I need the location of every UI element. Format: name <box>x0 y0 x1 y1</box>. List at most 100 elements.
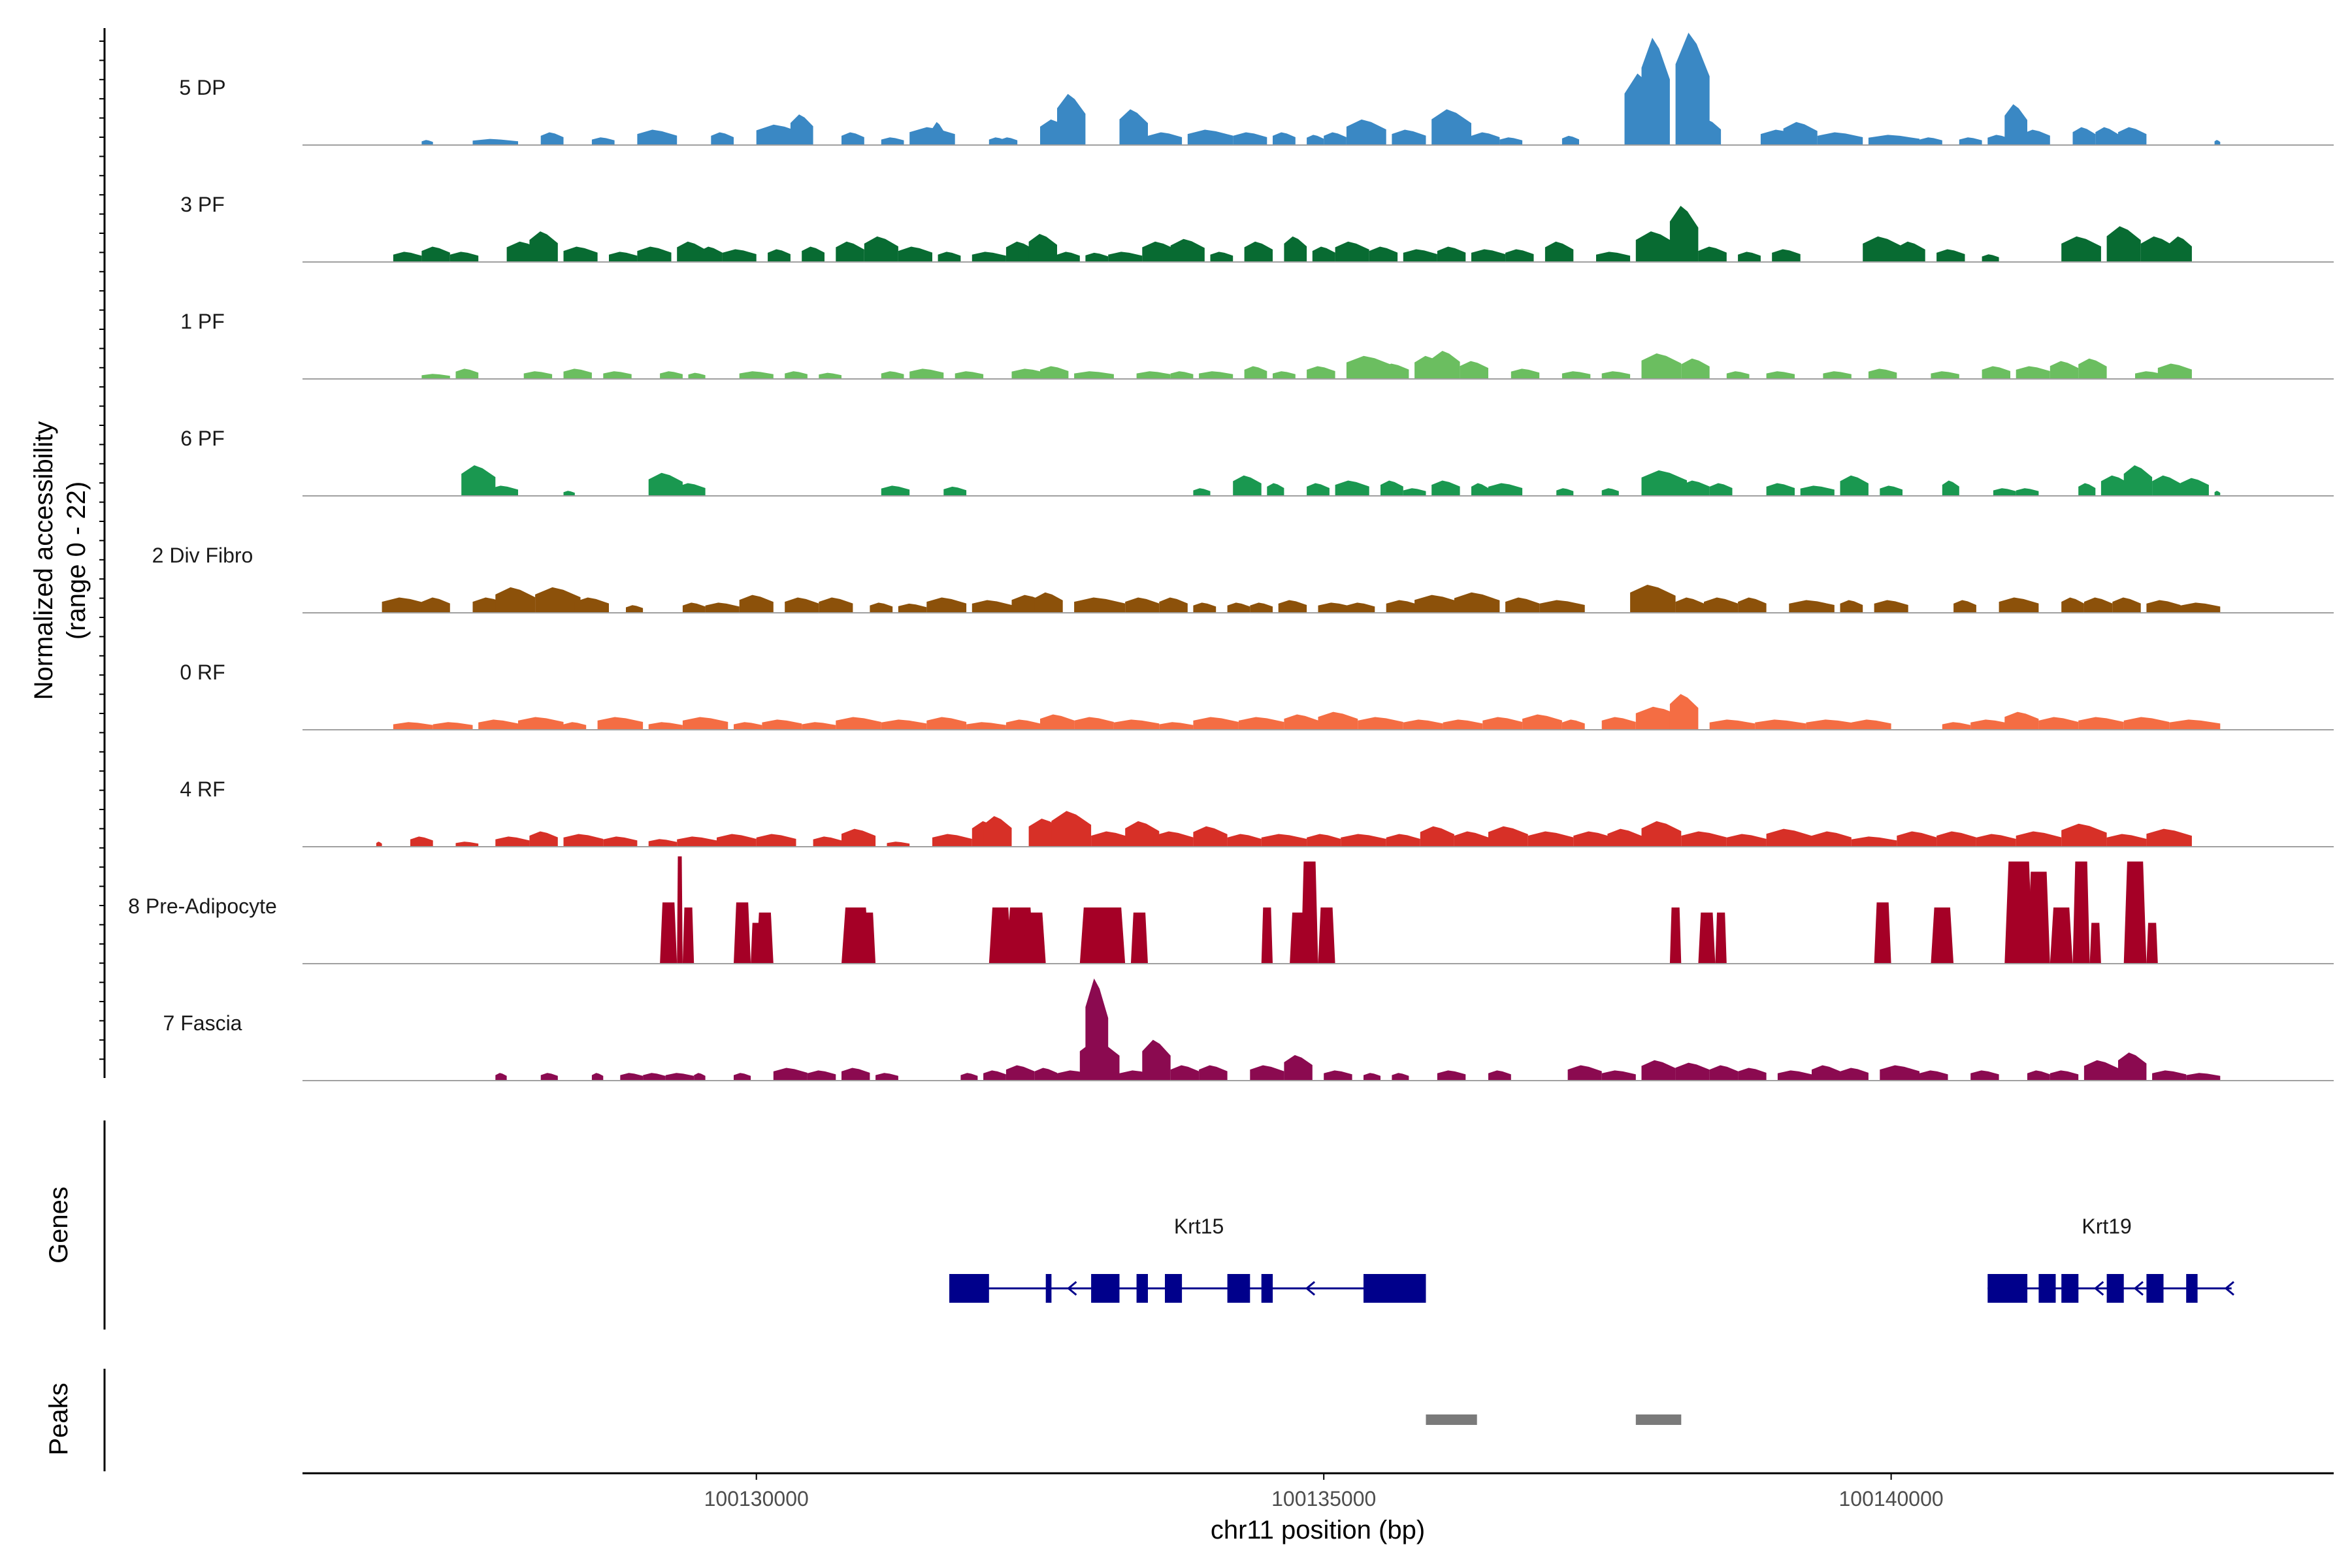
coverage-peak <box>768 249 791 262</box>
track-0-rf: 0 RF <box>180 661 2334 730</box>
coverage-peak <box>563 368 592 379</box>
coverage-peak <box>1091 831 1131 847</box>
coverage-peak <box>1596 252 1631 262</box>
coverage-peak <box>529 831 558 847</box>
coverage-peak <box>1454 592 1500 613</box>
coverage-peak <box>2061 236 2101 262</box>
coverage-peak <box>1119 109 1148 145</box>
strand-arrow <box>2133 1281 2144 1296</box>
x-tick-label: 100130000 <box>704 1487 809 1511</box>
coverage-peak <box>495 1073 507 1081</box>
coverage-peak <box>1993 488 2016 496</box>
coverage-peak <box>1273 371 1296 379</box>
coverage-peak <box>841 1068 870 1081</box>
track-label-0-rf: 0 RF <box>180 661 225 684</box>
coverage-peak <box>1005 1065 1035 1081</box>
coverage-peak <box>648 839 678 847</box>
coverage-peak <box>1210 252 1233 262</box>
coverage-peak <box>665 1073 694 1081</box>
coverage-peak <box>1851 836 1897 847</box>
coverage-peak <box>1380 363 1409 379</box>
track-6-pf: 6 PF <box>180 427 2334 497</box>
coverage-peak <box>2152 1070 2187 1081</box>
coverage-peak <box>773 1068 808 1081</box>
coverage-peak <box>1505 249 1534 262</box>
coverage-peak <box>1675 597 1704 613</box>
coverage-peak <box>1392 1073 1409 1081</box>
coverage-peak <box>518 717 564 730</box>
coverage-peak <box>648 472 683 496</box>
coverage-peak <box>870 602 893 613</box>
coverage-peak <box>1738 1068 1767 1081</box>
coverage-peak <box>2072 127 2096 145</box>
coverage-peak <box>574 597 609 613</box>
coverage-peak <box>1874 600 1908 613</box>
x-axis-title: chr11 position (bp) <box>1211 1516 1425 1544</box>
coverage-peak <box>1034 592 1063 613</box>
track-4-rf: 4 RF <box>180 777 2334 847</box>
coverage-peak <box>489 485 518 496</box>
coverage-peak <box>393 722 433 730</box>
coverage-peak <box>983 816 1012 847</box>
coverage-peak <box>1170 238 1205 262</box>
coverage-peak <box>1630 585 1676 613</box>
coverage-peak <box>1874 902 1891 964</box>
coverage-peak <box>909 127 955 145</box>
coverage-peak <box>1936 831 1976 847</box>
coverage-peak <box>2061 823 2107 847</box>
coverage-peak <box>1527 831 1574 847</box>
track-label-4-rf: 4 RF <box>180 777 225 801</box>
coverage-peak <box>1414 595 1460 613</box>
coverage-peak <box>1698 119 1722 145</box>
coverage-peak <box>597 717 644 730</box>
gene-exon <box>2186 1274 2198 1303</box>
coverage-peak <box>523 371 553 379</box>
coverage-peak <box>529 231 558 262</box>
coverage-peak <box>1312 246 1335 262</box>
strand-arrow <box>2224 1281 2234 1296</box>
coverage-peak <box>1641 821 1682 847</box>
coverage-peak <box>1897 831 1937 847</box>
coverage-peak <box>1085 252 1109 262</box>
coverage-peak <box>1698 912 1716 964</box>
coverage-peak <box>926 597 967 613</box>
coverage-peak <box>1840 600 1863 613</box>
coverage-peak <box>1170 1065 1200 1081</box>
coverage-peak <box>660 902 678 964</box>
coverage-peak <box>643 1073 666 1081</box>
coverage-peak <box>1783 122 1818 145</box>
coverage-peak <box>421 140 433 145</box>
coverage-peak <box>1454 831 1488 847</box>
coverage-peak <box>1897 241 1925 262</box>
coverage-peak <box>1153 831 1194 847</box>
coverage-peak <box>1318 907 1335 964</box>
coverage-peak <box>495 587 536 613</box>
coverage-peak <box>1057 252 1080 262</box>
coverage-peak <box>637 129 678 145</box>
coverage-peak <box>1999 597 2039 613</box>
coverage-peak <box>1812 831 1852 847</box>
coverage-peak <box>1755 719 1806 730</box>
coverage-peak <box>1079 1039 1120 1081</box>
coverage-peak <box>1777 1070 1812 1081</box>
coverage-peak <box>2146 923 2158 964</box>
coverage-peak <box>881 719 927 730</box>
track-1-pf: 1 PF <box>180 310 2334 380</box>
coverage-peak <box>1561 135 1579 145</box>
coverage-peak <box>1437 246 1466 262</box>
coverage-peak <box>1970 719 2010 730</box>
coverage-peak <box>2112 597 2141 613</box>
coverage-peak <box>620 1073 644 1081</box>
x-tick-label: 100135000 <box>1271 1487 1376 1511</box>
coverage-peak <box>1766 483 1795 496</box>
strand-arrow <box>1305 1281 1316 1296</box>
coverage-peak <box>841 132 864 145</box>
coverage-peak <box>1244 241 1273 262</box>
coverage-peak <box>1057 93 1086 145</box>
gene-exon <box>1261 1274 1273 1303</box>
peaks-track-title: Peaks <box>44 1382 73 1455</box>
coverage-peak <box>2072 861 2090 964</box>
coverage-peak <box>1681 480 1710 496</box>
coverage-peak <box>722 249 757 262</box>
coverage-peak <box>2078 717 2124 730</box>
